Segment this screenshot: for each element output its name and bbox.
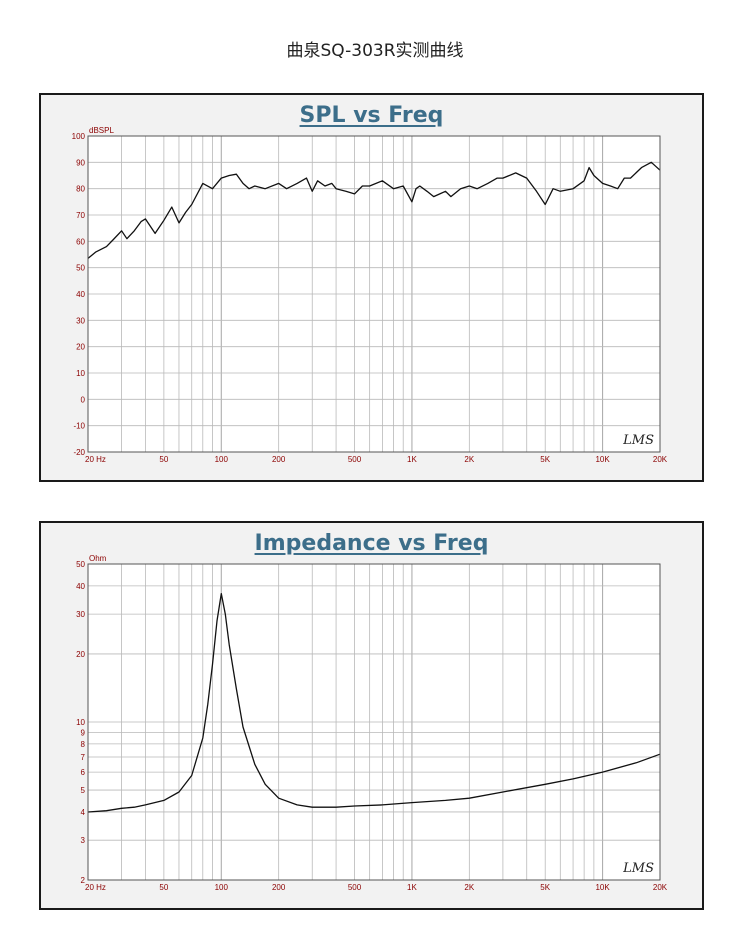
y-tick-label: 2: [81, 876, 86, 885]
y-tick-label: 8: [81, 740, 86, 749]
y-tick-label: 20: [76, 343, 85, 352]
y-tick-label: 30: [76, 610, 85, 619]
y-tick-label: 40: [76, 582, 85, 591]
lms-watermark: LMS: [622, 861, 654, 876]
y-tick-label: 0: [81, 395, 86, 404]
y-tick-label: 80: [76, 185, 85, 194]
chart-title: Impedance vs Freq: [254, 531, 489, 556]
chart-title: SPL vs Freq: [299, 103, 444, 128]
y-tick-label: 5: [81, 786, 86, 795]
spl-chart-panel: SPL vs Freq 100 90 80 70 60 50 40 30 20 10 0 -10 -20…: [39, 93, 704, 482]
x-tick-label: 20 Hz: [85, 455, 106, 464]
data-series-line: [87, 161, 661, 259]
y-tick-label: 3: [81, 836, 86, 845]
x-tick-label: 20K: [653, 455, 668, 464]
y-axis-unit: dBSPL: [89, 126, 114, 135]
y-tick-label: 7: [81, 753, 86, 762]
x-tick-label: 100: [215, 455, 229, 464]
x-tick-label: 2K: [464, 455, 474, 464]
x-tick-label: 500: [348, 455, 362, 464]
y-tick-label: 4: [81, 808, 86, 817]
x-tick-label: 50: [159, 883, 168, 892]
x-tick-label: 5K: [540, 455, 550, 464]
x-tick-label: 1K: [407, 883, 417, 892]
y-tick-label: -10: [73, 422, 85, 431]
y-tick-label: 30: [76, 316, 85, 325]
y-tick-label: 50: [76, 264, 85, 273]
plot-border: [87, 135, 661, 453]
y-tick-label: 50: [76, 560, 85, 569]
x-tick-label: 10K: [595, 883, 610, 892]
x-tick-label: 1K: [407, 455, 417, 464]
y-tick-label: 9: [81, 728, 86, 737]
data-series-line: [87, 592, 661, 813]
x-tick-label: 50: [159, 455, 168, 464]
x-tick-label: 20 Hz: [85, 883, 106, 892]
x-tick-label: 5K: [540, 883, 550, 892]
y-tick-label: 90: [76, 158, 85, 167]
page-title: 曲泉SQ-303R实测曲线: [286, 41, 464, 61]
x-tick-label: 100: [215, 883, 229, 892]
y-tick-label: 70: [76, 211, 85, 220]
y-tick-label: 10: [76, 718, 85, 727]
y-tick-label: 60: [76, 237, 85, 246]
x-tick-label: 10K: [595, 455, 610, 464]
impedance-chart-panel: Impedance vs Freq 50 40 30 20 10 9 8 7 6 5 4 3 2 Ohm 2…: [39, 521, 704, 910]
plot-border: [87, 563, 661, 881]
y-tick-label: 20: [76, 650, 85, 659]
y-tick-label: 40: [76, 290, 85, 299]
x-tick-label: 200: [272, 883, 286, 892]
y-tick-label: 100: [72, 132, 86, 141]
y-tick-label: 6: [81, 768, 86, 777]
x-tick-label: 2K: [464, 883, 474, 892]
lms-watermark: LMS: [622, 433, 654, 448]
x-tick-label: 500: [348, 883, 362, 892]
x-tick-label: 200: [272, 455, 286, 464]
y-tick-label: -20: [73, 448, 85, 457]
x-tick-label: 20K: [653, 883, 668, 892]
y-tick-label: 10: [76, 369, 85, 378]
impedance-chart: 50 40 30 20 109 8 7 6 5 4 3 2 Ohm 20 Hz 50 100 200 500 1K 2…: [76, 554, 668, 892]
y-axis-unit: Ohm: [89, 554, 107, 563]
